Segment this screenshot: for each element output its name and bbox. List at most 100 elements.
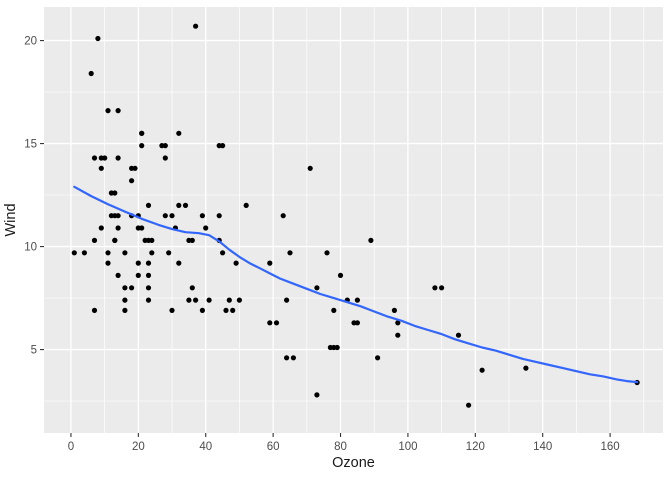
data-point [455, 332, 462, 338]
y-tick-label: 15 [24, 139, 37, 151]
data-point [189, 285, 195, 291]
data-point [115, 272, 121, 278]
data-point [105, 108, 111, 114]
data-point [122, 297, 128, 303]
data-point [98, 225, 104, 231]
data-point [112, 213, 118, 219]
data-point [233, 260, 239, 266]
data-point [199, 307, 205, 313]
data-point [314, 392, 320, 398]
data-point [176, 202, 182, 208]
data-point [122, 307, 128, 313]
data-point [145, 285, 152, 291]
data-point [284, 297, 290, 303]
data-point [284, 355, 290, 361]
data-point [375, 355, 381, 361]
data-point [91, 307, 98, 313]
data-point [115, 108, 121, 114]
data-point [236, 297, 242, 303]
data-point [331, 344, 337, 351]
x-tick-label: 60 [267, 441, 280, 453]
data-point [523, 365, 529, 371]
data-point [71, 250, 77, 256]
data-point [193, 297, 199, 303]
x-tick-label: 80 [334, 441, 347, 453]
data-point [203, 225, 209, 231]
data-point [105, 260, 111, 266]
y-tick-label: 10 [24, 242, 37, 254]
data-point [216, 213, 222, 219]
y-tick-label: 5 [31, 345, 37, 357]
data-point [139, 130, 145, 136]
data-point [91, 237, 98, 243]
data-point [169, 307, 175, 313]
data-point [112, 237, 118, 243]
data-point [98, 155, 104, 161]
data-point [115, 225, 121, 231]
data-point [479, 367, 485, 373]
data-point [145, 297, 152, 303]
data-point [112, 190, 118, 196]
data-point [186, 297, 192, 303]
data-point [145, 202, 152, 208]
data-point [91, 155, 98, 161]
data-point [105, 250, 111, 256]
data-point [354, 297, 360, 303]
data-point [391, 307, 397, 313]
data-point [354, 320, 360, 326]
data-point [166, 250, 172, 256]
data-point [230, 307, 236, 313]
data-point [98, 165, 104, 171]
data-point [95, 35, 101, 42]
x-tick-label: 0 [68, 441, 74, 453]
data-point [189, 237, 195, 243]
data-point [159, 143, 165, 149]
y-tick-label: 20 [24, 36, 37, 48]
data-point [135, 272, 141, 278]
data-point [81, 250, 87, 256]
data-point [290, 355, 296, 361]
data-point [337, 272, 344, 278]
data-point [169, 213, 175, 219]
data-point [193, 23, 199, 29]
data-point [216, 143, 222, 149]
data-point [267, 260, 273, 266]
data-point [199, 213, 205, 219]
data-point [220, 250, 226, 256]
data-point [243, 202, 249, 208]
data-point [182, 202, 189, 208]
data-point [115, 155, 121, 161]
data-point [280, 213, 286, 219]
x-axis-title: Ozone [332, 455, 375, 471]
x-tick-label: 120 [466, 441, 485, 453]
data-point [395, 320, 401, 326]
data-point [129, 285, 135, 291]
data-point [149, 250, 155, 256]
data-point [122, 250, 128, 256]
data-point [129, 178, 135, 184]
data-point [139, 225, 145, 231]
data-point [176, 130, 182, 136]
x-tick-label: 20 [132, 441, 145, 453]
y-axis-title: Wind [3, 203, 19, 237]
data-point [139, 143, 145, 149]
smooth-line [73, 185, 639, 384]
data-point [287, 250, 293, 256]
data-point [145, 272, 152, 278]
data-point [223, 307, 229, 313]
data-point [368, 237, 374, 243]
data-point [206, 297, 212, 303]
data-point [267, 320, 273, 326]
data-point [122, 285, 128, 291]
data-point [162, 155, 168, 161]
data-point [395, 332, 401, 338]
x-tick-label: 140 [533, 441, 552, 453]
data-point [226, 297, 232, 303]
x-tick-label: 40 [199, 441, 212, 453]
data-point [324, 250, 330, 256]
data-point [432, 285, 438, 291]
x-tick-label: 100 [398, 441, 417, 453]
data-point [176, 260, 182, 266]
